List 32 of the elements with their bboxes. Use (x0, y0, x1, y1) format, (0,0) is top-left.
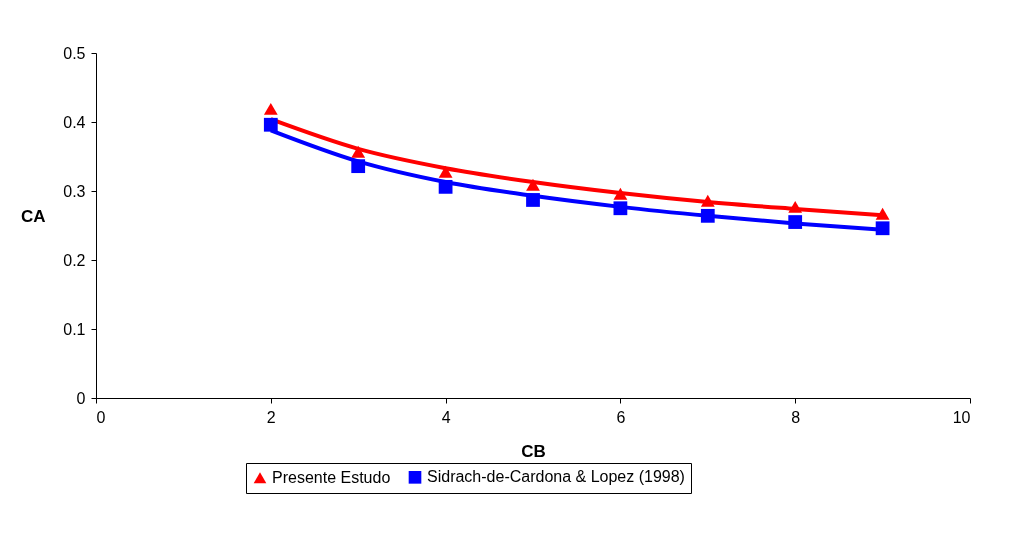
y-tick-label: 0 (76, 389, 86, 407)
y-tick-label: 0.3 (63, 182, 86, 200)
point (613, 201, 628, 216)
point (263, 102, 278, 115)
x-tick-label: 2 (266, 408, 276, 426)
point (788, 215, 803, 229)
point (438, 179, 453, 194)
point (875, 221, 890, 236)
legend-label: Sidrach-de-Cardona & Lopez (1998) (427, 468, 685, 486)
point (700, 208, 715, 223)
point (438, 165, 453, 178)
y-axis-title: CA (20, 207, 46, 226)
point (351, 145, 366, 158)
x-tick-label: 10 (952, 408, 971, 426)
y-tick-label: 0.4 (63, 113, 86, 131)
y-tick-label: 0.1 (63, 320, 86, 338)
x-tick-label: 6 (616, 408, 626, 426)
x-tick-label: 8 (791, 408, 801, 426)
x-tick-label: 4 (441, 408, 451, 426)
point (613, 187, 628, 200)
point (700, 194, 715, 207)
y-tick-label: 0.2 (63, 251, 86, 269)
x-tick-label: 0 (96, 408, 106, 426)
point (526, 193, 540, 207)
x-axis-title: CB (521, 441, 546, 461)
point (875, 207, 890, 220)
point (351, 159, 366, 174)
legend-label: Presente Estudo (272, 468, 391, 486)
point (788, 200, 803, 213)
point (526, 178, 540, 191)
point (263, 117, 278, 132)
y-tick-label: 0.5 (63, 44, 86, 62)
